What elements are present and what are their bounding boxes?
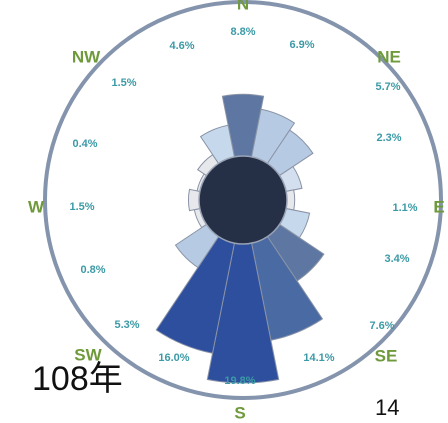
value-label-ssw: 16.0% [158, 352, 189, 364]
value-label-w: 1.5% [69, 201, 94, 213]
value-label-wsw: 0.8% [80, 264, 105, 276]
outer-ring [43, 0, 443, 400]
value-label-se: 7.6% [369, 320, 394, 332]
direction-label-s: S [234, 403, 245, 422]
value-label-nne: 6.9% [289, 39, 314, 51]
value-label-nnw: 4.6% [169, 40, 194, 52]
value-label-wnw: 0.4% [72, 138, 97, 150]
year-label: 108年 [32, 360, 123, 398]
direction-label-se: SE [375, 346, 398, 365]
direction-label-ne: NE [377, 47, 401, 66]
sector-s [206, 199, 280, 384]
direction-label-e: E [433, 197, 444, 216]
value-label-s: 19.8% [224, 375, 255, 387]
value-label-ene: 2.3% [376, 132, 401, 144]
direction-label-n: N [237, 0, 249, 13]
sector-n [221, 93, 265, 201]
page-number: 14 [375, 395, 400, 420]
value-label-e: 1.1% [392, 202, 417, 214]
value-label-sse: 14.1% [303, 352, 334, 364]
value-label-n: 8.8% [230, 26, 255, 38]
value-label-ese: 3.4% [384, 253, 409, 265]
value-label-ne: 5.7% [375, 81, 400, 93]
center-disc [198, 155, 288, 245]
direction-label-sw: SW [74, 345, 102, 364]
direction-label-w: W [28, 197, 45, 216]
value-label-nw: 1.5% [111, 77, 136, 89]
value-label-sw: 5.3% [114, 319, 139, 331]
direction-label-nw: NW [72, 47, 101, 66]
label-group: 8.8% 6.9% 5.7% 2.3% 1.1% 3.4% 7.6% 14.1% 19.8% 16… [28, 0, 445, 422]
